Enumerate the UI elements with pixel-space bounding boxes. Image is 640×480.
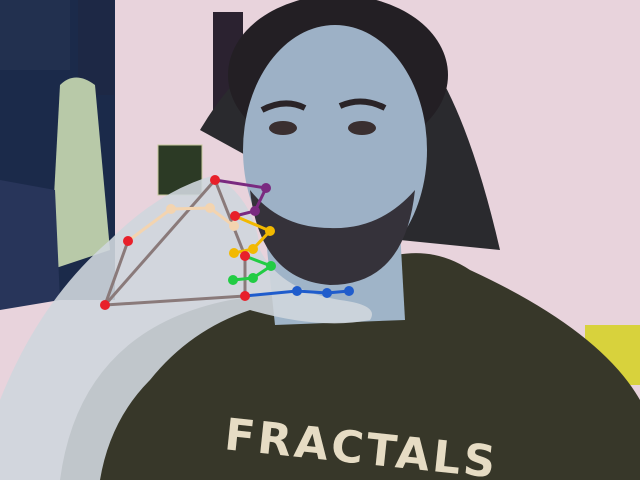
middle-connections bbox=[233, 214, 273, 255]
left-eyebrow bbox=[260, 100, 307, 113]
face bbox=[243, 25, 427, 275]
right-eyebrow bbox=[338, 98, 387, 111]
hanging-cloth bbox=[50, 77, 110, 270]
palm-edge bbox=[213, 179, 247, 257]
middle-line bbox=[233, 214, 273, 255]
pinky-mcp-joint bbox=[240, 291, 250, 301]
thumb-ip-joint bbox=[205, 203, 215, 213]
palm-edge bbox=[103, 240, 130, 306]
thumb-mcp-joint bbox=[166, 204, 176, 214]
thumb-cmc-joint bbox=[123, 236, 133, 246]
wrist-joint bbox=[100, 300, 110, 310]
thumb-tip-joint bbox=[229, 221, 239, 231]
pinky-tip-joint bbox=[344, 286, 354, 296]
middle-pip-joint bbox=[265, 226, 275, 236]
ring-pip-joint bbox=[266, 261, 276, 271]
hand bbox=[0, 175, 372, 480]
index-line bbox=[214, 178, 269, 218]
ring-tip-joint bbox=[228, 275, 238, 285]
ring-mcp-joint bbox=[240, 251, 250, 261]
ring-connections bbox=[232, 254, 275, 282]
index-mcp-joint bbox=[210, 175, 220, 185]
thumb-line bbox=[127, 206, 235, 243]
index-pip-joint bbox=[261, 183, 271, 193]
ring-dip-joint bbox=[248, 273, 258, 283]
left-eye bbox=[269, 121, 297, 135]
landmark-joints bbox=[100, 175, 354, 310]
index-dip-joint bbox=[250, 206, 260, 216]
pinky-dip-joint bbox=[322, 288, 332, 298]
pinky-connections bbox=[244, 289, 350, 298]
thumb-connections bbox=[127, 206, 235, 243]
middle-mcp-joint bbox=[230, 211, 240, 221]
ring-line bbox=[232, 254, 275, 282]
wardrobe-door bbox=[0, 0, 70, 70]
pinky-line bbox=[244, 289, 350, 298]
middle-tip-joint bbox=[229, 248, 239, 258]
index-connections bbox=[214, 178, 269, 218]
middle-dip-joint bbox=[248, 244, 258, 254]
palm-edge bbox=[104, 294, 246, 307]
wardrobe-shadow bbox=[0, 180, 60, 310]
pinky-pip-joint bbox=[292, 286, 302, 296]
palm-edge bbox=[103, 179, 217, 306]
palm-connections bbox=[103, 179, 247, 307]
right-eye bbox=[348, 121, 376, 135]
beard bbox=[250, 190, 415, 285]
